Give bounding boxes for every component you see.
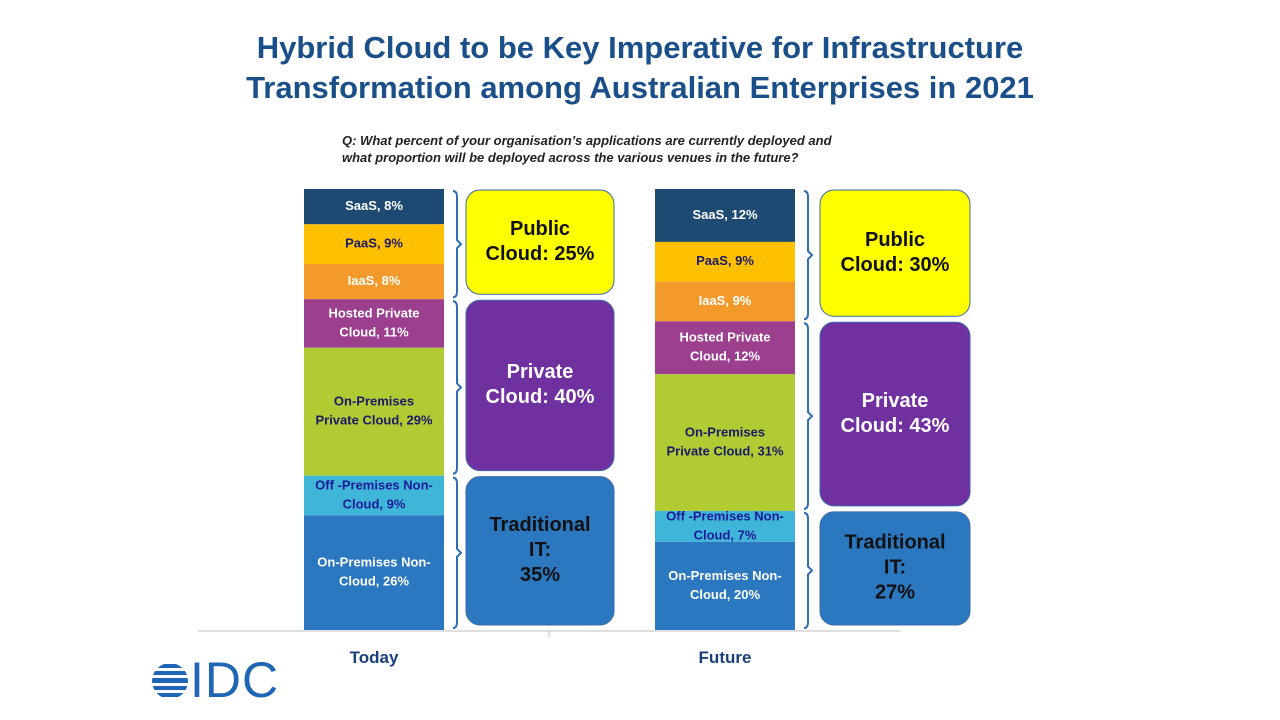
group-label-future-0: Public Cloud: 30% bbox=[841, 229, 950, 276]
bar-segment-future-off-premises-non-cloud bbox=[655, 510, 795, 542]
segment-label-future-1: PaaS, 9% bbox=[696, 253, 754, 268]
group-box-today-traditional-it bbox=[465, 476, 615, 626]
group-box-today-private-cloud bbox=[465, 299, 615, 472]
segment-label-future-2: IaaS, 9% bbox=[699, 293, 752, 308]
bar-segment-today-saas bbox=[304, 189, 444, 225]
segment-label-future-0: SaaS, 12% bbox=[692, 207, 757, 222]
group-bracket-today-1 bbox=[452, 300, 463, 475]
group-label-today-2: Traditional IT: 35% bbox=[489, 514, 590, 586]
bar-segment-today-off-premises-non-cloud bbox=[304, 475, 444, 516]
bar-segment-today-paas bbox=[304, 224, 444, 264]
question-line-2: what proportion will be deployed across … bbox=[342, 150, 799, 165]
group-box-today-public-cloud bbox=[465, 189, 615, 295]
segment-label-today-2: IaaS, 8% bbox=[348, 273, 401, 288]
group-bracket-today-0 bbox=[452, 190, 463, 299]
group-label-today-1: Private Cloud: 40% bbox=[486, 361, 595, 408]
group-bracket-future-0 bbox=[803, 190, 814, 321]
group-label-future-1: Private Cloud: 43% bbox=[841, 390, 950, 437]
bar-segment-future-iaas bbox=[655, 281, 795, 322]
group-label-today-0: Public Cloud: 25% bbox=[486, 218, 595, 265]
segment-label-future-3: Hosted Private Cloud, 12% bbox=[679, 330, 770, 364]
segment-label-today-4: On-Premises Private Cloud, 29% bbox=[315, 394, 432, 428]
group-box-future-public-cloud bbox=[819, 189, 971, 317]
bar-segment-today-on-premises-non-cloud bbox=[304, 515, 444, 630]
segment-label-future-6: On-Premises Non-Cloud, 20% bbox=[668, 568, 781, 602]
category-label-today: Today bbox=[350, 648, 399, 667]
group-bracket-future-1 bbox=[803, 322, 814, 510]
idc-logo-text: IDC bbox=[190, 652, 280, 708]
survey-question: Q: What percent of your organisation’s a… bbox=[342, 132, 982, 166]
bar-segment-future-hosted-private-cloud bbox=[655, 321, 795, 375]
bar-segment-future-saas bbox=[655, 189, 795, 242]
group-bracket-future-2 bbox=[803, 511, 814, 629]
question-line-1: Q: What percent of your organisation’s a… bbox=[342, 133, 832, 148]
idc-logo-globe-icon bbox=[152, 664, 188, 697]
segment-label-today-3: Hosted Private Cloud, 11% bbox=[328, 305, 419, 339]
segment-label-future-5: Off -Premises Non-Cloud, 7% bbox=[666, 508, 784, 542]
title-line-1: Hybrid Cloud to be Key Imperative for In… bbox=[256, 30, 1024, 65]
title-line-2: Transformation among Australian Enterpri… bbox=[246, 70, 1034, 105]
group-box-future-private-cloud bbox=[819, 321, 971, 507]
segment-label-today-6: On-Premises Non-Cloud, 26% bbox=[317, 555, 430, 589]
chart-title: Hybrid Cloud to be Key Imperative for In… bbox=[0, 28, 1280, 108]
segment-label-today-0: SaaS, 8% bbox=[345, 198, 403, 213]
bar-segment-future-paas bbox=[655, 241, 795, 282]
segment-label-today-5: Off -Premises Non-Cloud, 9% bbox=[315, 477, 433, 511]
bar-segment-today-iaas bbox=[304, 263, 444, 300]
bar-segment-future-on-premises-private-cloud bbox=[655, 374, 795, 511]
group-box-future-traditional-it bbox=[819, 511, 971, 626]
segment-label-future-4: On-Premises Private Cloud, 31% bbox=[666, 425, 783, 459]
bar-segment-future-on-premises-non-cloud bbox=[655, 541, 795, 630]
category-label-future: Future bbox=[699, 648, 752, 667]
bar-segment-today-on-premises-private-cloud bbox=[304, 347, 444, 476]
bar-segment-today-hosted-private-cloud bbox=[304, 299, 444, 348]
segment-label-today-1: PaaS, 9% bbox=[345, 236, 403, 251]
group-label-future-2: Traditional IT: 27% bbox=[844, 532, 945, 604]
group-bracket-today-2 bbox=[452, 476, 463, 629]
